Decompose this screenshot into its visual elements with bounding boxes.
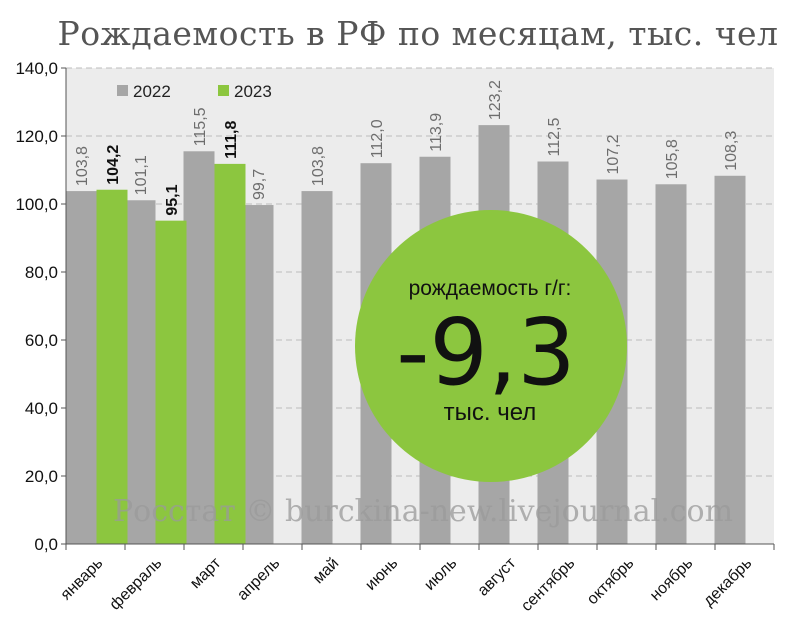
bar-2022-февраль [124, 200, 156, 544]
data-label-2022: 123,2 [487, 80, 504, 120]
y-tick-label: 120,0 [15, 127, 58, 146]
y-tick-label: 40,0 [25, 399, 58, 418]
annotation-bubble: рождаемость г/г: -9,3 тыс. чел [355, 210, 627, 482]
x-category-label: май [310, 555, 342, 587]
data-label-2022: 112,0 [369, 119, 386, 158]
data-label-2022: 99,7 [251, 169, 268, 200]
data-label-2022: 103,8 [74, 146, 91, 186]
bars [65, 125, 746, 545]
bar-2022-май [301, 191, 333, 544]
bar-2023-февраль [155, 220, 187, 544]
y-tick-label: 60,0 [25, 331, 58, 350]
y-tick-label: 0,0 [34, 535, 58, 554]
y-tick-label: 20,0 [25, 467, 58, 486]
data-label-2022: 103,8 [310, 146, 327, 186]
chart-title: Рождаемость в РФ по месяцам, тыс. чел [57, 14, 778, 53]
data-labels: 103,8 101,1 115,5 99,7 103,8 112,0 113,9 123,2 1… [74, 80, 740, 216]
data-label-2022: 105,8 [664, 139, 681, 179]
data-label-2023: 95,1 [164, 184, 181, 215]
x-category-label: январь [58, 555, 107, 604]
bar-2022-апрель [242, 205, 274, 544]
legend-swatch-2022 [117, 85, 128, 96]
data-label-2023: 104,2 [105, 145, 122, 185]
x-category-label: март [187, 554, 225, 592]
legend-label-2022: 2022 [133, 82, 171, 101]
annotation-unit: тыс. чел [444, 399, 537, 426]
data-label-2022: 101,1 [133, 155, 150, 195]
legend-label-2023: 2023 [234, 82, 272, 101]
x-category-label: октябрь [584, 555, 637, 608]
data-label-2022: 108,3 [723, 131, 740, 171]
data-label-2022: 107,2 [605, 134, 622, 174]
annotation-circle [355, 210, 627, 482]
bar-2023-март [214, 163, 246, 544]
bar-2022-март [183, 151, 215, 545]
legend: 2022 2023 [117, 82, 272, 101]
x-category-label: декабрь [700, 555, 755, 610]
annotation-top-text: рождаемость г/г: [409, 277, 572, 300]
x-category-label: август [475, 554, 520, 599]
x-category-label: сентябрь [518, 555, 578, 615]
x-axis: январь февраль март апрель май июнь июль август… [58, 543, 775, 615]
x-category-label: июнь [362, 555, 401, 594]
y-tick-label: 140,0 [15, 59, 58, 78]
data-label-2022: 115,5 [192, 107, 209, 146]
x-category-label: февраль [107, 555, 166, 614]
legend-swatch-2023 [218, 85, 229, 96]
bar-2022-ноябрь [655, 184, 687, 544]
bar-2022-декабрь [714, 175, 746, 544]
data-label-2022: 113,9 [428, 113, 445, 152]
x-category-label: июль [421, 555, 460, 594]
annotation-value: -9,3 [396, 299, 576, 406]
bar-2022-январь [65, 191, 97, 544]
y-axis: 0,0 20,0 40,0 60,0 80,0 100,0 120,0 140,0 [15, 59, 67, 554]
bar-2023-январь [96, 189, 128, 544]
y-tick-label: 100,0 [15, 195, 58, 214]
data-label-2023: 111,8 [223, 121, 240, 159]
x-category-label: ноябрь [647, 555, 696, 604]
x-category-label: апрель [234, 555, 283, 604]
data-label-2022: 112,5 [546, 118, 563, 157]
y-tick-label: 80,0 [25, 263, 58, 282]
watermark: Росстат © burckina-new.livejournal.com [113, 494, 733, 529]
